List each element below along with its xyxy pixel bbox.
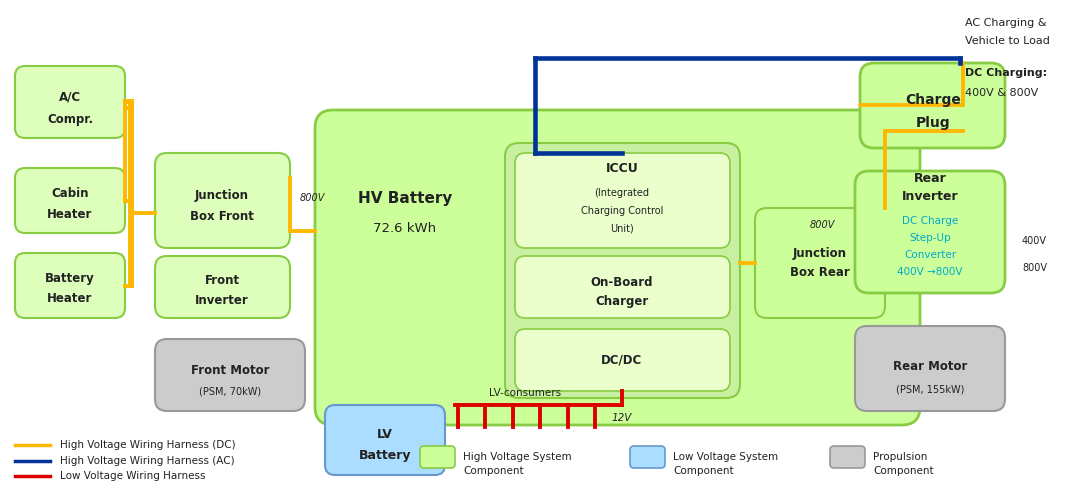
FancyBboxPatch shape bbox=[515, 256, 730, 318]
Text: Heater: Heater bbox=[48, 208, 93, 221]
FancyBboxPatch shape bbox=[156, 153, 291, 248]
FancyBboxPatch shape bbox=[315, 110, 920, 425]
Text: DC Charging:: DC Charging: bbox=[966, 68, 1048, 78]
Text: On-Board: On-Board bbox=[591, 275, 653, 288]
Text: Inverter: Inverter bbox=[195, 294, 248, 307]
Text: Charge: Charge bbox=[905, 93, 961, 107]
Text: Battery: Battery bbox=[45, 271, 95, 284]
FancyBboxPatch shape bbox=[15, 253, 125, 318]
FancyBboxPatch shape bbox=[515, 329, 730, 391]
Text: (PSM, 155kW): (PSM, 155kW) bbox=[895, 385, 964, 395]
FancyBboxPatch shape bbox=[515, 153, 730, 248]
FancyBboxPatch shape bbox=[420, 446, 455, 468]
Text: 800V: 800V bbox=[1022, 263, 1047, 273]
Text: Front: Front bbox=[204, 274, 240, 287]
Text: Component: Component bbox=[873, 466, 933, 476]
Text: Cabin: Cabin bbox=[51, 186, 89, 199]
Text: 400V: 400V bbox=[1022, 236, 1047, 246]
Text: Component: Component bbox=[463, 466, 524, 476]
Text: Junction: Junction bbox=[793, 246, 847, 259]
FancyBboxPatch shape bbox=[855, 326, 1005, 411]
FancyBboxPatch shape bbox=[15, 66, 125, 138]
Text: High Voltage Wiring Harness (DC): High Voltage Wiring Harness (DC) bbox=[60, 440, 235, 450]
Text: LV-consumers: LV-consumers bbox=[489, 388, 562, 398]
Text: Inverter: Inverter bbox=[902, 189, 958, 202]
Text: Unit): Unit) bbox=[610, 223, 634, 233]
FancyBboxPatch shape bbox=[156, 339, 305, 411]
Text: Box Rear: Box Rear bbox=[791, 267, 850, 280]
Text: 72.6 kWh: 72.6 kWh bbox=[374, 222, 436, 235]
Text: AC Charging &: AC Charging & bbox=[966, 18, 1047, 28]
Text: (Integrated: (Integrated bbox=[594, 188, 649, 198]
Text: Box Front: Box Front bbox=[190, 210, 254, 223]
Text: 400V & 800V: 400V & 800V bbox=[966, 88, 1038, 98]
Text: Propulsion: Propulsion bbox=[873, 452, 928, 462]
Text: Charging Control: Charging Control bbox=[581, 206, 663, 216]
FancyBboxPatch shape bbox=[325, 405, 445, 475]
Text: Charger: Charger bbox=[595, 295, 649, 308]
Text: Step-Up: Step-Up bbox=[909, 233, 950, 243]
Text: (PSM, 70kW): (PSM, 70kW) bbox=[199, 387, 261, 397]
FancyBboxPatch shape bbox=[755, 208, 885, 318]
FancyBboxPatch shape bbox=[855, 171, 1005, 293]
Text: A/C: A/C bbox=[59, 90, 81, 103]
Text: ICCU: ICCU bbox=[606, 161, 638, 174]
Text: Heater: Heater bbox=[48, 293, 93, 306]
Text: Converter: Converter bbox=[904, 250, 956, 260]
Text: DC Charge: DC Charge bbox=[902, 216, 958, 226]
Text: Component: Component bbox=[673, 466, 733, 476]
Text: Front Motor: Front Motor bbox=[191, 365, 269, 378]
FancyBboxPatch shape bbox=[156, 256, 291, 318]
Text: High Voltage System: High Voltage System bbox=[463, 452, 571, 462]
Text: 800V: 800V bbox=[300, 193, 325, 203]
Text: HV Battery: HV Battery bbox=[357, 190, 453, 205]
Text: High Voltage Wiring Harness (AC): High Voltage Wiring Harness (AC) bbox=[60, 456, 234, 466]
FancyBboxPatch shape bbox=[505, 143, 740, 398]
Text: Compr.: Compr. bbox=[46, 113, 93, 126]
Text: Rear: Rear bbox=[914, 171, 946, 185]
Text: Low Voltage System: Low Voltage System bbox=[673, 452, 778, 462]
FancyBboxPatch shape bbox=[860, 63, 1005, 148]
FancyBboxPatch shape bbox=[15, 168, 125, 233]
Text: Low Voltage Wiring Harness: Low Voltage Wiring Harness bbox=[60, 471, 205, 481]
Text: Vehicle to Load: Vehicle to Load bbox=[966, 36, 1050, 46]
Text: LV: LV bbox=[377, 428, 393, 441]
Text: 800V: 800V bbox=[810, 220, 835, 230]
FancyBboxPatch shape bbox=[831, 446, 865, 468]
Text: Plug: Plug bbox=[916, 116, 950, 130]
Text: Rear Motor: Rear Motor bbox=[893, 359, 968, 372]
Text: DC/DC: DC/DC bbox=[602, 354, 643, 367]
Text: Junction: Junction bbox=[195, 188, 249, 201]
FancyBboxPatch shape bbox=[630, 446, 665, 468]
Text: 12V: 12V bbox=[611, 413, 632, 423]
Text: 400V →800V: 400V →800V bbox=[897, 267, 962, 277]
Text: Battery: Battery bbox=[359, 450, 411, 463]
